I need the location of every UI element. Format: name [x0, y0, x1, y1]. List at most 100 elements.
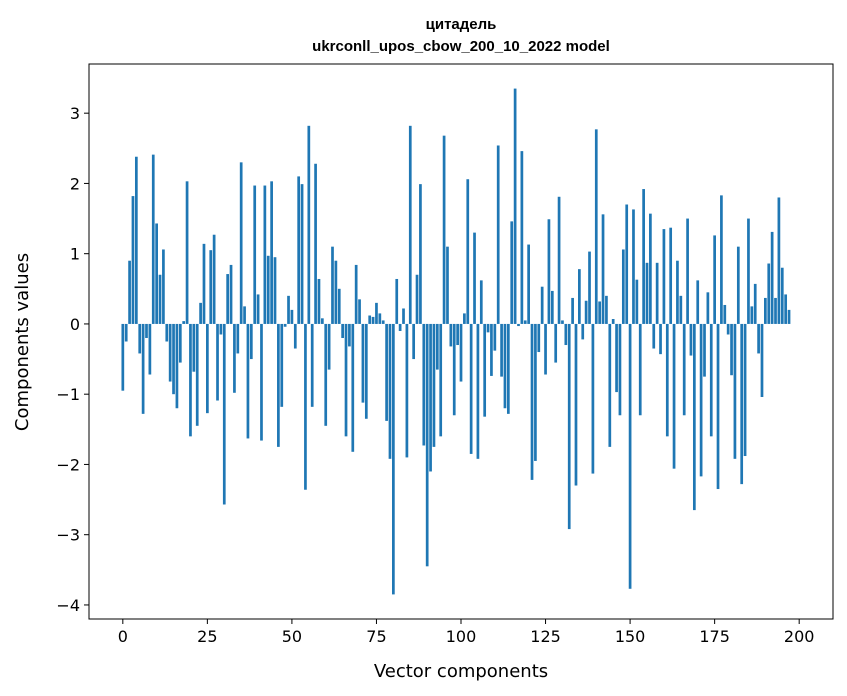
y-tick-label: 3	[70, 104, 80, 123]
bar-component-163	[672, 323, 676, 469]
bar-component-162	[669, 227, 673, 324]
bar-component-36	[243, 306, 246, 324]
bar-component-27	[212, 234, 216, 324]
bar-component-1	[124, 323, 128, 342]
y-tick-label: −3	[56, 526, 80, 545]
bar-component-16	[175, 323, 179, 409]
bar-component-28	[216, 323, 219, 401]
bar-component-168	[689, 323, 693, 356]
bar-component-20	[189, 323, 192, 437]
bar-component-135	[578, 269, 581, 324]
bar-component-84	[405, 323, 409, 458]
bar-component-125	[544, 323, 547, 375]
bar-component-151	[632, 209, 635, 324]
bar-component-153	[638, 323, 642, 416]
bar-component-140	[594, 129, 598, 324]
bar-component-161	[665, 323, 669, 437]
bar-component-130	[561, 320, 564, 324]
bar-component-183	[740, 323, 744, 485]
bar-component-86	[412, 323, 416, 360]
bar-component-58	[317, 278, 321, 324]
bar-component-3	[131, 196, 135, 324]
bar-component-122	[534, 323, 537, 461]
bar-component-37	[246, 323, 250, 439]
bar-component-176	[716, 323, 720, 490]
y-tick-label: 1	[70, 245, 80, 264]
bar-component-19	[185, 181, 189, 324]
bar-component-61	[327, 323, 331, 370]
bar-component-139	[591, 323, 595, 474]
bar-component-35	[239, 162, 243, 324]
bar-component-13	[165, 323, 169, 342]
bar-component-31	[226, 274, 230, 324]
bar-component-12	[162, 249, 165, 324]
bar-component-194	[777, 197, 781, 324]
bar-component-108	[486, 323, 490, 333]
bar-component-147	[618, 323, 622, 416]
bar-component-142	[601, 214, 605, 324]
bar-component-190	[764, 297, 767, 324]
bar-component-82	[398, 323, 402, 331]
bar-component-155	[645, 262, 649, 324]
bar-component-83	[402, 308, 405, 324]
bar-component-72	[364, 323, 368, 419]
bar-component-178	[723, 304, 727, 324]
bar-component-96	[446, 246, 449, 324]
x-tick-label: 0	[118, 627, 128, 646]
x-tick-label: 200	[784, 627, 815, 646]
bar-component-128	[554, 323, 558, 363]
bar-component-137	[584, 300, 588, 324]
bar-component-70	[358, 299, 361, 324]
bar-component-22	[195, 323, 199, 426]
bar-component-62	[331, 246, 334, 324]
bar-component-109	[490, 323, 493, 376]
bar-component-187	[753, 283, 757, 324]
bar-component-5	[138, 323, 142, 354]
bar-component-143	[605, 295, 608, 324]
bar-component-48	[283, 323, 287, 327]
bar-component-133	[571, 297, 574, 324]
bar-component-129	[557, 196, 561, 324]
bar-component-90	[425, 323, 429, 567]
bar-component-43	[266, 255, 270, 324]
bar-component-195	[780, 267, 784, 324]
bar-component-11	[158, 274, 162, 324]
bars-group	[121, 88, 791, 595]
bar-component-146	[615, 323, 618, 393]
bar-component-123	[537, 323, 541, 353]
bar-component-80	[392, 323, 395, 595]
bar-component-54	[304, 323, 307, 490]
bar-component-56	[310, 323, 314, 407]
bar-component-172	[703, 323, 706, 377]
bar-component-79	[388, 323, 392, 459]
y-tick-label: 0	[70, 315, 80, 334]
bar-component-158	[655, 262, 659, 324]
bar-component-152	[635, 279, 639, 324]
bar-component-88	[419, 184, 422, 324]
bar-component-175	[713, 235, 716, 324]
bar-component-159	[659, 323, 662, 355]
x-tick-label: 100	[446, 627, 477, 646]
bar-component-170	[696, 280, 700, 324]
bar-component-164	[676, 260, 679, 324]
bar-component-191	[767, 263, 771, 324]
bar-component-192	[770, 231, 774, 324]
bar-component-106	[479, 280, 483, 324]
bar-component-169	[692, 323, 696, 511]
bar-component-115	[510, 221, 514, 324]
bar-component-38	[249, 323, 253, 360]
bar-component-42	[263, 185, 267, 324]
bar-component-10	[155, 223, 158, 324]
bar-component-117	[517, 323, 520, 327]
x-tick-label: 25	[197, 627, 217, 646]
bar-component-138	[588, 251, 591, 324]
bar-component-29	[219, 323, 223, 335]
bar-component-100	[459, 323, 463, 382]
bar-component-51	[293, 323, 297, 349]
bar-component-63	[334, 260, 338, 324]
bar-component-26	[209, 250, 213, 324]
bar-component-39	[253, 185, 257, 324]
bar-component-180	[730, 323, 733, 376]
bar-component-30	[222, 323, 226, 505]
